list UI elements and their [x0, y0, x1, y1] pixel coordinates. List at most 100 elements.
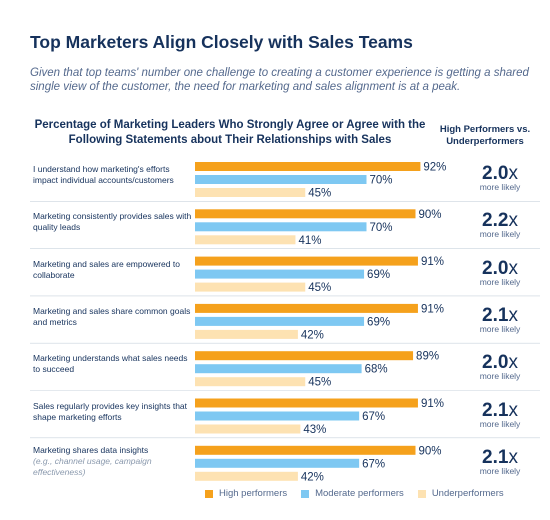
- data-label-under: 43%: [303, 424, 326, 436]
- bar-moderate: [195, 411, 360, 421]
- chart-title-main: Top Marketers Align Closely with Sales T…: [30, 32, 413, 52]
- data-label-under: 45%: [308, 282, 331, 294]
- legend-label-high: High performers: [219, 488, 288, 499]
- ratio-suffix: x: [508, 257, 518, 279]
- bar-moderate: [195, 222, 367, 232]
- category-label-text: Sales regularly provides key insights th…: [33, 400, 188, 422]
- bar-moderate: [195, 269, 365, 279]
- data-label-high: 92%: [423, 162, 446, 174]
- bar-high: [195, 209, 416, 219]
- more-likely-label: more likely: [479, 182, 521, 192]
- legend-swatch-under: [417, 489, 426, 498]
- legend: High performers Moderate performers Unde…: [205, 488, 504, 499]
- bar-high: [195, 256, 418, 266]
- data-label-under: 45%: [308, 188, 331, 200]
- category-label-text: Marketing understands what sales needs t…: [33, 353, 188, 375]
- more-likely-label: more likely: [479, 323, 521, 334]
- bar-under: [195, 424, 301, 434]
- ratio-number: 2.1x: [482, 446, 518, 468]
- data-label-high: 89%: [416, 351, 439, 363]
- more-likely-label: more likely: [479, 276, 521, 287]
- more-likely-label: more likely: [479, 418, 521, 429]
- category-label: Sales regularly provides key insights th…: [33, 401, 193, 423]
- data-label-moderate: 69%: [367, 316, 390, 328]
- ratio-value: 2.0x more likely: [465, 257, 535, 287]
- bar-under: [195, 329, 298, 339]
- legend-item-high: High performers: [205, 488, 287, 499]
- category-label-text: Marketing shares data insights: [33, 444, 149, 455]
- category-label: Marketing and sales share common goals a…: [33, 306, 193, 328]
- data-label-under: 42%: [301, 329, 324, 341]
- ratio-suffix: x: [508, 446, 518, 468]
- data-label-moderate: 70%: [370, 222, 393, 234]
- ratio-value: 2.1x more likely: [465, 304, 535, 334]
- ratio-number: 2.1x: [482, 304, 518, 326]
- more-likely-label: more likely: [479, 465, 521, 476]
- category-label-text: I understand how marketing's efforts imp…: [33, 164, 174, 185]
- bar-high: [195, 351, 414, 361]
- legend-item-under: Underperformers: [417, 488, 504, 499]
- legend-item-moderate: Moderate performers: [301, 488, 404, 499]
- ratio-number: 2.0x: [482, 352, 518, 374]
- data-label-under: 42%: [301, 471, 324, 483]
- ratio-number: 2.0x: [482, 163, 518, 184]
- ratio-suffix: x: [508, 163, 518, 184]
- legend-label-under: Underperformers: [431, 488, 504, 499]
- data-label-high: 91%: [421, 398, 444, 410]
- bar-high: [195, 398, 418, 408]
- data-label-under: 41%: [298, 235, 321, 247]
- category-label: Marketing and sales are empowered to col…: [33, 259, 193, 281]
- ratio-value: 2.1x more likely: [465, 446, 535, 476]
- category-label-text: Marketing and sales share common goals a…: [33, 305, 191, 327]
- data-label-high: 91%: [421, 303, 444, 315]
- bar-under: [195, 377, 306, 387]
- category-label-text: Marketing and sales are empowered to col…: [33, 258, 180, 280]
- ratio-number: 2.1x: [482, 399, 518, 421]
- data-label-high: 91%: [421, 256, 444, 268]
- data-label-moderate: 68%: [365, 364, 388, 376]
- category-label: Marketing understands what sales needs t…: [33, 353, 193, 375]
- ratio-suffix: x: [508, 352, 518, 374]
- ratio-suffix: x: [508, 399, 518, 421]
- ratio-value: 2.1x more likely: [465, 399, 535, 429]
- category-label: I understand how marketing's efforts imp…: [33, 164, 193, 186]
- category-label-text: Marketing consistently provides sales wi…: [33, 211, 192, 233]
- ratio-number: 2.2x: [482, 210, 518, 232]
- bar-high: [195, 303, 418, 313]
- ratio-value: 2.0x more likely: [465, 352, 535, 382]
- bar-moderate: [195, 316, 365, 326]
- legend-label-moderate: Moderate performers: [315, 488, 404, 499]
- ratio-suffix: x: [508, 304, 518, 326]
- bar-under: [195, 471, 298, 481]
- data-label-moderate: 69%: [367, 269, 390, 281]
- data-label-high: 90%: [419, 209, 442, 221]
- chart-subtitle: Given that top teams' number one challen…: [30, 67, 529, 93]
- data-label-moderate: 70%: [370, 175, 393, 187]
- more-likely-label: more likely: [479, 229, 521, 240]
- bar-high: [195, 445, 416, 455]
- bar-under: [195, 235, 296, 245]
- legend-swatch-moderate: [301, 489, 310, 498]
- ratio-header: High Performers vs. Underperformers: [439, 124, 531, 147]
- data-label-moderate: 67%: [362, 458, 385, 470]
- chart-heading: Percentage of Marketing Leaders Who Stro…: [34, 119, 426, 146]
- ratio-number: 2.0x: [482, 257, 518, 279]
- legend-swatch-high: [205, 489, 213, 498]
- ratio-value: 2.0x more likely: [465, 163, 535, 193]
- bar-moderate: [195, 175, 367, 184]
- category-label: Marketing shares data insights (e.g., cha…: [33, 445, 193, 478]
- bar-under: [195, 282, 306, 292]
- ratio-value: 2.2x more likely: [465, 210, 535, 240]
- bar-moderate: [195, 364, 362, 374]
- bar-moderate: [195, 458, 360, 468]
- data-label-under: 45%: [308, 377, 331, 389]
- bar-under: [195, 188, 306, 197]
- category-note: (e.g., channel usage, campaign effective…: [33, 455, 152, 477]
- bar-high: [195, 162, 421, 171]
- ratio-suffix: x: [508, 210, 518, 232]
- data-label-high: 90%: [419, 445, 442, 457]
- more-likely-label: more likely: [479, 371, 521, 382]
- data-label-moderate: 67%: [362, 411, 385, 423]
- category-label: Marketing consistently provides sales wi…: [33, 211, 193, 233]
